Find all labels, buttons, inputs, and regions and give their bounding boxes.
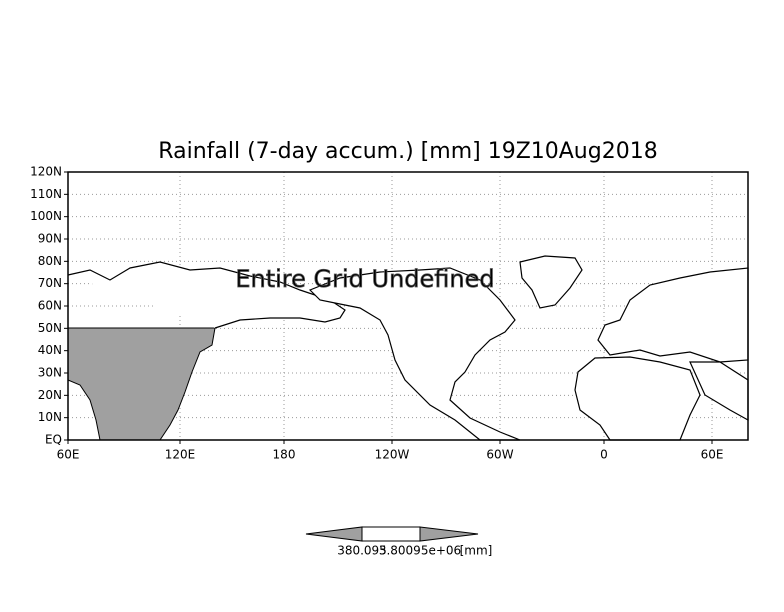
lat-tick-label: 30N xyxy=(38,366,62,380)
lat-tick-label: 120N xyxy=(30,165,62,179)
lat-tick-label: 70N xyxy=(38,276,62,290)
lat-tick-label: 110N xyxy=(30,187,62,201)
lat-tick-label: 100N xyxy=(30,209,62,223)
lat-tick-label: 80N xyxy=(38,254,62,268)
lat-tick-label: 40N xyxy=(38,343,62,357)
overlay-text: Entire Grid Undefined xyxy=(235,265,494,293)
africa xyxy=(574,356,701,441)
lat-tick-label: 20N xyxy=(38,388,62,402)
colorbar: 380.095 3.80095e+06 [mm] xyxy=(305,526,493,558)
lon-tick-label: 120E xyxy=(165,448,196,462)
lat-tick-label: 50N xyxy=(38,321,62,335)
lon-tick-label: 60W xyxy=(486,448,513,462)
lat-tick-label: 10N xyxy=(38,410,62,424)
eurasia-coast xyxy=(67,261,346,329)
lon-tick-label: 60E xyxy=(701,448,724,462)
lat-tick-label: 90N xyxy=(38,232,62,246)
colorbar-label: 3.80095e+06 xyxy=(379,544,461,558)
map-title: Rainfall (7-day accum.) [mm] 19Z10Aug201… xyxy=(158,139,657,164)
lon-tick-label: 120W xyxy=(375,448,410,462)
lon-tick-label: 180 xyxy=(273,448,296,462)
colorbar-unit: [mm] xyxy=(460,544,493,558)
colorbar-label: 380.095 xyxy=(337,544,387,558)
lat-tick-label: EQ xyxy=(45,433,62,447)
colorbar-middle xyxy=(361,526,421,542)
north-america xyxy=(308,267,521,441)
colorbar-right xyxy=(419,526,479,542)
land xyxy=(67,255,749,441)
asia-shaded xyxy=(67,327,216,441)
lon-tick-label: 60E xyxy=(57,448,80,462)
lat-tick-label: 60N xyxy=(38,299,62,313)
lon-tick-label: 0 xyxy=(600,448,608,462)
greenland xyxy=(519,255,583,309)
